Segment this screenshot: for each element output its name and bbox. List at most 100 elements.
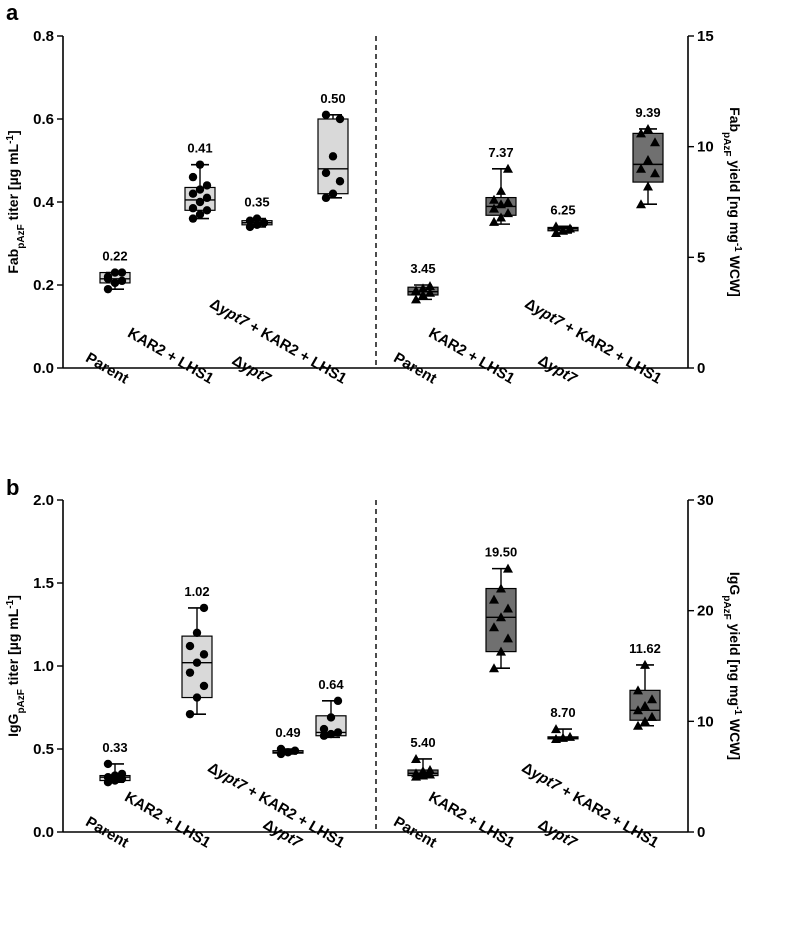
data-point bbox=[643, 123, 653, 133]
box-group: 0.41 bbox=[184, 141, 216, 223]
data-point bbox=[425, 765, 435, 775]
data-point bbox=[321, 110, 331, 120]
data-point bbox=[192, 628, 202, 637]
data-point bbox=[188, 204, 198, 213]
data-point bbox=[496, 583, 506, 593]
data-point bbox=[643, 181, 653, 191]
data-label: 19.50 bbox=[485, 545, 518, 560]
data-point bbox=[185, 668, 195, 677]
data-point bbox=[496, 185, 506, 195]
box-group: 11.62 bbox=[629, 641, 661, 730]
data-point bbox=[117, 276, 127, 286]
data-point bbox=[110, 771, 120, 780]
data-point bbox=[650, 137, 660, 147]
data-point bbox=[640, 700, 650, 710]
data-point bbox=[503, 633, 513, 643]
category-label: Δypt7 bbox=[535, 352, 580, 388]
data-point bbox=[103, 773, 113, 782]
panel-a: a 0.0 0.2 0.4 0.6 0.8 0 5 10 15 FabpAzF titer [µg … bbox=[5, 0, 744, 388]
panel-letter: b bbox=[6, 475, 19, 500]
box-group: 0.49 bbox=[272, 725, 304, 759]
data-point bbox=[489, 594, 499, 604]
left-tick-label: 0.0 bbox=[33, 824, 54, 841]
data-point bbox=[117, 268, 127, 277]
left-tick-label: 0.5 bbox=[33, 741, 54, 758]
left-tick-label: 0.8 bbox=[33, 28, 54, 45]
data-point bbox=[259, 218, 269, 227]
category-label: Δypt7 + KAR2 + LHS1 bbox=[207, 295, 350, 387]
data-point bbox=[496, 212, 506, 222]
data-point bbox=[199, 681, 209, 691]
right-tick-label: 30 bbox=[697, 492, 714, 509]
data-point bbox=[326, 729, 336, 739]
data-point bbox=[565, 223, 575, 233]
panel-letter: a bbox=[6, 0, 19, 25]
data-point bbox=[202, 206, 212, 215]
box-group: 0.35 bbox=[241, 195, 273, 232]
category-label: Δypt7 bbox=[229, 352, 274, 388]
left-axis-label: FabpAzF titer [µg mL-1] bbox=[5, 130, 27, 273]
data-point bbox=[185, 709, 195, 719]
data-point bbox=[333, 728, 343, 737]
category-label: KAR2 + LHS1 bbox=[125, 325, 217, 388]
left-tick-label: 2.0 bbox=[33, 492, 54, 509]
category-label: KAR2 + LHS1 bbox=[426, 325, 518, 388]
category-label: Δypt7 + KAR2 + LHS1 bbox=[522, 295, 665, 387]
data-point bbox=[633, 685, 643, 695]
data-point bbox=[496, 646, 506, 656]
data-point bbox=[333, 696, 343, 706]
data-point bbox=[199, 603, 209, 613]
right-tick-label: 20 bbox=[697, 603, 714, 620]
data-point bbox=[328, 152, 338, 161]
box-group: 5.40 bbox=[407, 735, 439, 781]
data-label: 0.35 bbox=[244, 195, 269, 210]
data-point bbox=[633, 705, 643, 715]
data-point bbox=[489, 216, 499, 226]
data-point bbox=[503, 603, 513, 613]
data-point bbox=[252, 220, 262, 230]
data-point bbox=[117, 769, 127, 779]
data-point bbox=[636, 128, 646, 138]
left-tick-label: 1.5 bbox=[33, 575, 54, 592]
data-label: 3.45 bbox=[410, 261, 435, 276]
box-group: 9.39 bbox=[632, 105, 664, 209]
data-point bbox=[650, 168, 660, 178]
data-point bbox=[252, 214, 262, 223]
data-label: 1.02 bbox=[184, 584, 209, 599]
data-point bbox=[643, 154, 653, 164]
left-axis-label: IgGpAzF titer [µg mL-1] bbox=[5, 595, 27, 737]
data-point bbox=[103, 759, 113, 769]
data-point bbox=[185, 641, 195, 651]
right-tick-label: 5 bbox=[697, 249, 705, 266]
right-tick-label: 0 bbox=[697, 360, 705, 377]
data-point bbox=[558, 732, 568, 742]
data-point bbox=[551, 724, 561, 734]
box-group: 0.22 bbox=[99, 249, 131, 294]
left-tick-label: 0.6 bbox=[33, 111, 54, 128]
data-point bbox=[503, 208, 513, 218]
data-label: 9.39 bbox=[635, 105, 660, 120]
box-group: 1.02 bbox=[181, 584, 213, 719]
data-point bbox=[103, 272, 113, 281]
right-tick-label: 10 bbox=[697, 713, 714, 730]
data-label: 6.25 bbox=[550, 202, 575, 217]
data-point bbox=[188, 172, 198, 182]
box-group: 0.33 bbox=[99, 740, 131, 787]
data-label: 0.49 bbox=[275, 725, 300, 740]
data-label: 7.37 bbox=[488, 145, 513, 160]
category-label: Δypt7 + KAR2 + LHS1 bbox=[519, 759, 662, 851]
data-point bbox=[195, 160, 205, 169]
data-point bbox=[245, 216, 255, 225]
box-group: 6.25 bbox=[547, 202, 579, 237]
data-point bbox=[328, 189, 338, 198]
data-point bbox=[503, 563, 513, 573]
data-point bbox=[647, 711, 657, 721]
data-point bbox=[335, 177, 345, 186]
data-point bbox=[335, 114, 345, 124]
box bbox=[629, 689, 661, 721]
data-point bbox=[503, 197, 513, 206]
data-point bbox=[321, 193, 331, 203]
right-tick-label: 10 bbox=[697, 139, 714, 156]
box-group: 8.70 bbox=[547, 705, 579, 744]
